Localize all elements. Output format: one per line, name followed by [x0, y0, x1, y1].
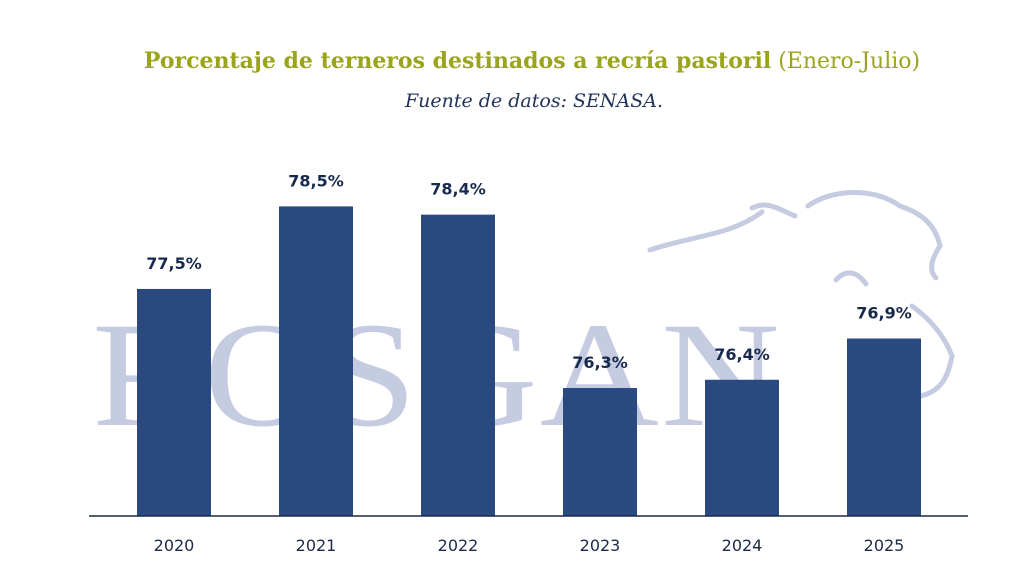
- tick-label-2023: 2023: [580, 536, 621, 555]
- bar-2021: [279, 206, 353, 516]
- chart-title-main: Porcentaje de terneros destinados a recr…: [143, 48, 772, 74]
- bar-2025: [847, 338, 921, 516]
- bar-2024: [705, 379, 779, 516]
- value-label-2023: 76,3%: [572, 353, 628, 372]
- value-label-2024: 76,4%: [714, 345, 770, 364]
- value-label-2020: 77,5%: [146, 254, 202, 273]
- chart-subtitle: Fuente de datos: SENASA.: [404, 90, 664, 112]
- x-axis-ticks: 2020 2021 2022 2023 2024 2025: [154, 536, 905, 555]
- bar-2020: [137, 288, 211, 516]
- chart-title-suffix: (Enero-Julio): [778, 49, 921, 74]
- rosgan-watermark: ROSGAN: [92, 189, 955, 458]
- tick-label-2021: 2021: [296, 536, 337, 555]
- tick-label-2020: 2020: [154, 536, 195, 555]
- tick-label-2024: 2024: [722, 536, 763, 555]
- bars: 77,5% 78,5% 78,4% 76,3% 76,4% 76,9%: [137, 171, 921, 516]
- tick-label-2025: 2025: [864, 536, 905, 555]
- value-label-2025: 76,9%: [856, 303, 912, 322]
- tick-label-2022: 2022: [438, 536, 479, 555]
- bar-2022: [421, 214, 495, 516]
- value-label-2021: 78,5%: [288, 171, 344, 190]
- chart-title: Porcentaje de terneros destinados a recr…: [0, 48, 1024, 74]
- value-label-2022: 78,4%: [430, 180, 486, 199]
- bar-2023: [563, 388, 637, 516]
